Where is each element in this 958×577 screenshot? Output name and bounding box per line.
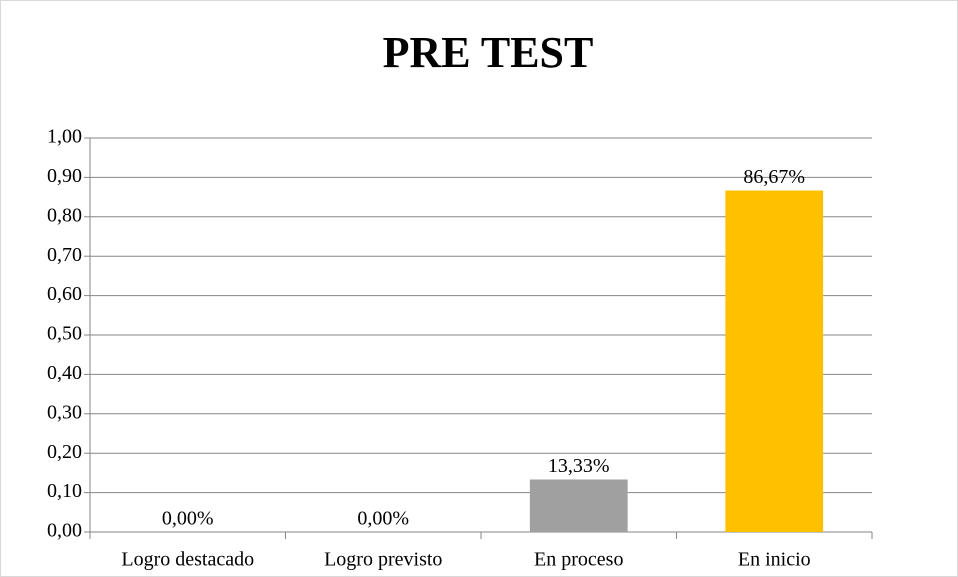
bar: [529, 479, 628, 532]
y-tick-label: 0,70: [47, 244, 82, 266]
bar: [725, 190, 824, 532]
y-tick-label: 1,00: [47, 126, 82, 148]
x-tick-label: En inicio: [738, 549, 811, 571]
y-tick-label: 0,30: [47, 401, 82, 423]
value-label: 0,00%: [357, 508, 409, 530]
x-tick-label: Logro previsto: [324, 549, 442, 571]
x-tick-label: En proceso: [534, 549, 623, 571]
y-tick-label: 0,60: [47, 283, 82, 305]
y-tick-label: 0,50: [47, 323, 82, 345]
y-tick-label: 0,90: [47, 165, 82, 187]
value-label: 0,00%: [162, 508, 214, 530]
y-tick-label: 0,40: [47, 362, 82, 384]
y-tick-label: 0,20: [47, 441, 82, 463]
value-label: 86,67%: [743, 166, 805, 188]
y-tick-label: 0,00: [47, 520, 82, 542]
y-tick-label: 0,80: [47, 204, 82, 226]
y-tick-label: 0,10: [47, 480, 82, 502]
chart-title: PRE TEST: [383, 28, 594, 77]
value-label: 13,33%: [548, 455, 610, 477]
x-tick-label: Logro destacado: [121, 549, 254, 571]
